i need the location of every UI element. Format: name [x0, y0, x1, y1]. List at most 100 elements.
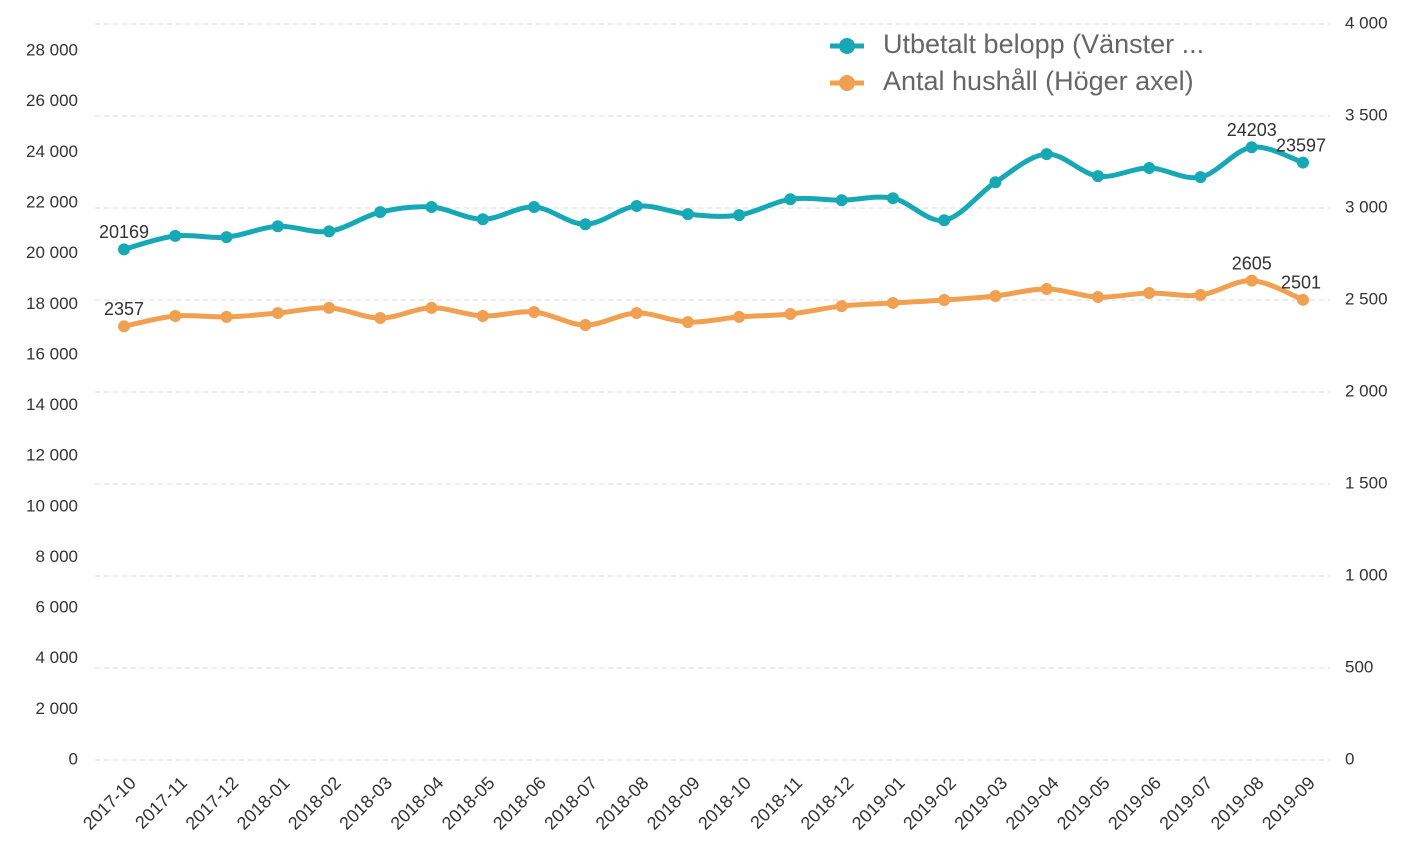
point [118, 320, 130, 333]
point [681, 208, 694, 221]
point [630, 200, 643, 213]
x-tick-label: 2019-03 [950, 773, 1011, 834]
x-tick-label: 2017-12 [182, 773, 243, 834]
y-tick-label: 4 000 [35, 648, 78, 667]
y2-tick-label: 1 500 [1345, 473, 1388, 492]
point [1245, 141, 1258, 154]
value-label: 24203 [1227, 120, 1277, 140]
value-label: 20169 [99, 222, 149, 242]
y-tick-label: 16 000 [26, 344, 78, 363]
point [733, 209, 746, 222]
y-tick-label: 26 000 [26, 91, 78, 110]
point [374, 312, 387, 325]
point [1297, 293, 1309, 306]
point [1245, 274, 1258, 287]
point [835, 300, 848, 313]
x-tick-label: 2019-07 [1156, 773, 1217, 834]
point [733, 310, 746, 323]
x-tick-label: 2018-11 [746, 773, 806, 833]
point [323, 301, 336, 314]
value-label: 2357 [104, 299, 144, 319]
x-tick-label: 2019-09 [1258, 773, 1319, 834]
series-line [123, 278, 1304, 329]
point [886, 192, 899, 205]
y-tick-label: 10 000 [26, 496, 78, 515]
x-tick-label: 2018-05 [438, 773, 499, 834]
legend-label: Antal hushåll (Höger axel) [883, 66, 1194, 96]
point [989, 176, 1002, 189]
point [169, 310, 182, 323]
y2-tick-label: 2 000 [1345, 381, 1388, 400]
value-label: 2501 [1281, 273, 1321, 293]
x-tick-label: 2018-03 [335, 773, 396, 834]
legend-marker [839, 75, 855, 91]
x-tick-label: 2017-11 [131, 773, 191, 833]
point [886, 296, 899, 309]
point [528, 305, 541, 318]
x-tick-label: 2018-07 [540, 773, 601, 834]
point [681, 316, 694, 329]
x-tick-label: 2019-06 [1104, 773, 1165, 834]
point [1091, 291, 1104, 304]
series-line [123, 144, 1304, 252]
y-tick-label: 8 000 [35, 547, 78, 566]
y2-tick-label: 500 [1345, 657, 1373, 676]
point [835, 194, 848, 207]
y-tick-label: 12 000 [26, 446, 78, 465]
point [989, 289, 1002, 302]
y2-tick-label: 1 000 [1345, 565, 1388, 584]
point [938, 294, 951, 306]
y2-tick-label: 0 [1345, 749, 1354, 768]
point [271, 307, 284, 320]
y-tick-label: 28 000 [26, 41, 78, 60]
x-tick-label: 2018-06 [489, 773, 550, 834]
point [425, 301, 438, 314]
x-tick-label: 2018-04 [387, 773, 448, 834]
point [1194, 289, 1207, 302]
point [1040, 148, 1053, 161]
y-tick-label: 24 000 [26, 142, 78, 161]
point [271, 220, 284, 233]
x-tick-label: 2018-09 [643, 773, 704, 834]
point [579, 319, 592, 332]
x-tick-label: 2019-04 [1002, 773, 1063, 834]
point [323, 225, 336, 238]
y-tick-label: 18 000 [26, 294, 78, 313]
x-tick-label: 2018-10 [694, 773, 755, 834]
point [169, 229, 182, 242]
point [784, 193, 797, 206]
x-tick-label: 2019-08 [1207, 773, 1268, 834]
value-label: 2605 [1232, 253, 1272, 273]
point [938, 214, 951, 227]
x-tick-label: 2018-08 [592, 773, 653, 834]
y2-tick-label: 3 000 [1345, 197, 1388, 216]
point [220, 231, 233, 244]
point [374, 206, 387, 219]
y-tick-label: 20 000 [26, 243, 78, 262]
y-tick-label: 2 000 [35, 699, 78, 718]
x-tick-label: 2017-10 [79, 773, 140, 834]
x-tick-label: 2019-01 [848, 773, 909, 834]
x-tick-label: 2018-12 [797, 773, 858, 834]
x-tick-label: 2019-02 [899, 773, 960, 834]
legend-marker [839, 38, 855, 54]
point [1143, 287, 1156, 300]
y-tick-label: 14 000 [26, 395, 78, 414]
legend-label: Utbetalt belopp (Vänster ... [883, 29, 1204, 59]
y-tick-label: 22 000 [26, 192, 78, 211]
value-label: 23597 [1276, 135, 1326, 155]
point [1091, 170, 1104, 183]
point [579, 218, 592, 231]
point [1143, 162, 1156, 175]
y2-tick-label: 2 500 [1345, 289, 1388, 308]
point [1040, 282, 1053, 295]
point [476, 310, 489, 323]
point [220, 310, 233, 323]
point [476, 213, 489, 226]
y2-tick-label: 3 500 [1345, 105, 1388, 124]
y2-tick-label: 4 000 [1345, 13, 1388, 32]
point [630, 307, 643, 320]
point [1194, 171, 1207, 184]
point [784, 307, 797, 320]
